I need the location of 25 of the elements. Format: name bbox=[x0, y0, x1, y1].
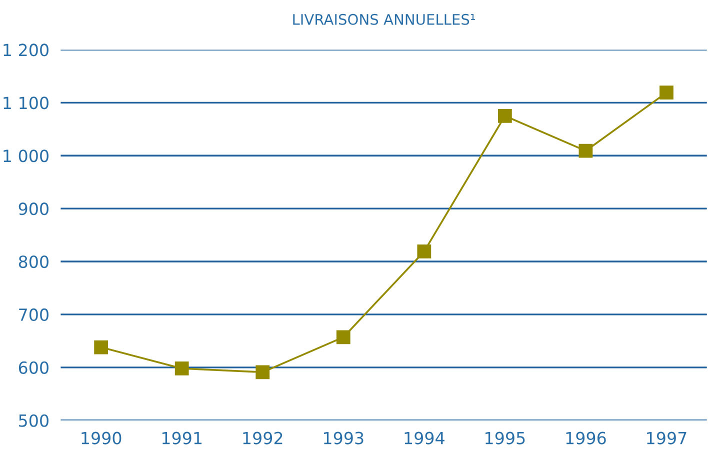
x-tick-label: 1997 bbox=[647, 432, 686, 444]
x-tick-label: 1994 bbox=[404, 432, 444, 444]
point bbox=[578, 144, 593, 158]
point bbox=[417, 244, 432, 258]
y-tick-label: 1 000 bbox=[4, 150, 48, 162]
chart-title: LIVRAISONS ANNUELLES¹ bbox=[293, 14, 475, 25]
point bbox=[256, 365, 270, 380]
y-tick-label: 900 bbox=[18, 202, 48, 216]
x-tick-label: 1990 bbox=[82, 432, 122, 444]
y-tick-label: 500 bbox=[19, 414, 48, 427]
y-tick-label: 1 200 bbox=[4, 44, 48, 56]
y-tick-label: 1 100 bbox=[4, 96, 48, 110]
x-tick-label: 1992 bbox=[243, 432, 282, 444]
x-tick-label: 1995 bbox=[486, 432, 525, 444]
point bbox=[498, 108, 512, 123]
y-tick-label: 700 bbox=[19, 308, 48, 322]
point bbox=[660, 86, 674, 100]
y-tick-label: 800 bbox=[18, 255, 48, 268]
y-tick-label: 600 bbox=[18, 361, 48, 374]
x-tick-label: 1991 bbox=[162, 432, 202, 444]
x-tick-label: 1993 bbox=[324, 432, 364, 444]
point bbox=[94, 340, 108, 354]
point bbox=[174, 362, 189, 376]
x-tick-label: 1996 bbox=[566, 432, 606, 444]
point bbox=[336, 330, 350, 344]
